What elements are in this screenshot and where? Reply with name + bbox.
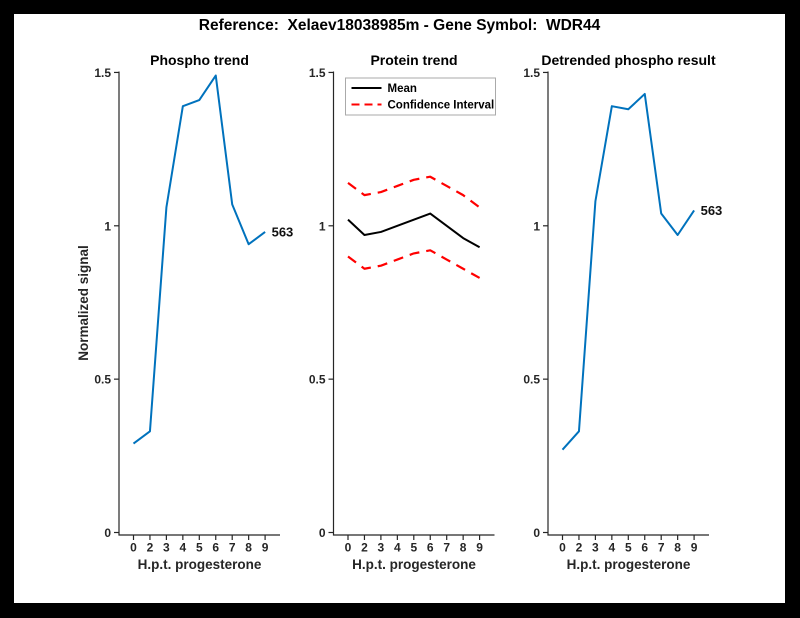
x-tick-label: 4 (180, 541, 187, 555)
x-tick-label: 4 (394, 541, 401, 555)
legend-box (345, 77, 496, 116)
x-tick-label: 0 (345, 541, 352, 555)
y-tick-label: 1.5 (523, 66, 540, 80)
x-tick-label: 5 (410, 541, 417, 555)
figure-title: Reference: Xelaev18038985m - Gene Symbol… (198, 17, 601, 34)
y-tick-label: 0 (533, 526, 540, 540)
ci-upper-line (347, 175, 481, 209)
x-tick-label: 9 (691, 541, 698, 555)
x-tick-label: 2 (361, 541, 368, 555)
x-tick-label: 6 (641, 541, 648, 555)
axis-spines (547, 71, 709, 536)
x-tick-label: 8 (674, 541, 681, 555)
x-axis-label: H.p.t. progesterone (352, 557, 476, 572)
y-tick-label: 1.5 (94, 66, 111, 80)
x-tick-label: 7 (443, 541, 450, 555)
x-tick-label: 5 (625, 541, 632, 555)
x-tick-label: 9 (476, 541, 483, 555)
y-tick-label: 0 (319, 526, 326, 540)
x-tick-label: 7 (229, 541, 236, 555)
y-tick-label: 0.5 (94, 373, 111, 387)
y-tick-label: 0.5 (523, 373, 540, 387)
subplot-title: Detrended phospho result (541, 52, 716, 68)
y-tick-label: 1 (104, 219, 111, 233)
subplot-title: Phospho trend (150, 52, 249, 68)
legend-label-confidence-interval: Confidence Interval (388, 100, 495, 112)
annotation-563: 563 (272, 224, 294, 239)
ci-lower-line (347, 249, 481, 279)
legend: Mean Confidence Interval (345, 77, 496, 116)
x-tick-label: 6 (427, 541, 434, 555)
y-tick-label: 0.5 (309, 373, 326, 387)
x-tick-label: 0 (130, 541, 137, 555)
x-tick-label: 7 (658, 541, 665, 555)
subplot-title: Protein trend (370, 52, 457, 68)
figure-canvas: Reference: Xelaev18038985m - Gene Symbol… (14, 14, 785, 603)
x-tick-label: 5 (196, 541, 203, 555)
phospho-trend-line (132, 74, 266, 445)
x-tick-label: 2 (147, 541, 154, 555)
x-tick-label: 3 (163, 541, 170, 555)
y-tick-label: 1.5 (309, 66, 326, 80)
detrended-phospho-line (561, 92, 695, 451)
y-tick-label: 1 (319, 219, 326, 233)
x-tick-label: 3 (378, 541, 385, 555)
x-tick-label: 6 (212, 541, 219, 555)
y-tick-label: 1 (533, 219, 540, 233)
y-tick-label: 0 (104, 526, 111, 540)
legend-label-mean: Mean (388, 83, 417, 95)
axis-spines (118, 71, 280, 536)
x-tick-label: 0 (559, 541, 566, 555)
x-tick-label: 9 (262, 541, 269, 555)
x-tick-label: 4 (609, 541, 616, 555)
x-tick-label: 2 (576, 541, 583, 555)
x-tick-label: 3 (592, 541, 599, 555)
x-axis-label: H.p.t. progesterone (567, 557, 691, 572)
x-tick-label: 8 (245, 541, 252, 555)
annotation-563: 563 (701, 203, 723, 218)
y-axis-label: Normalized signal (76, 245, 91, 361)
mean-line (347, 212, 481, 249)
x-tick-label: 8 (460, 541, 467, 555)
x-axis-label: H.p.t. progesterone (138, 557, 262, 572)
axis-spines (332, 71, 495, 536)
